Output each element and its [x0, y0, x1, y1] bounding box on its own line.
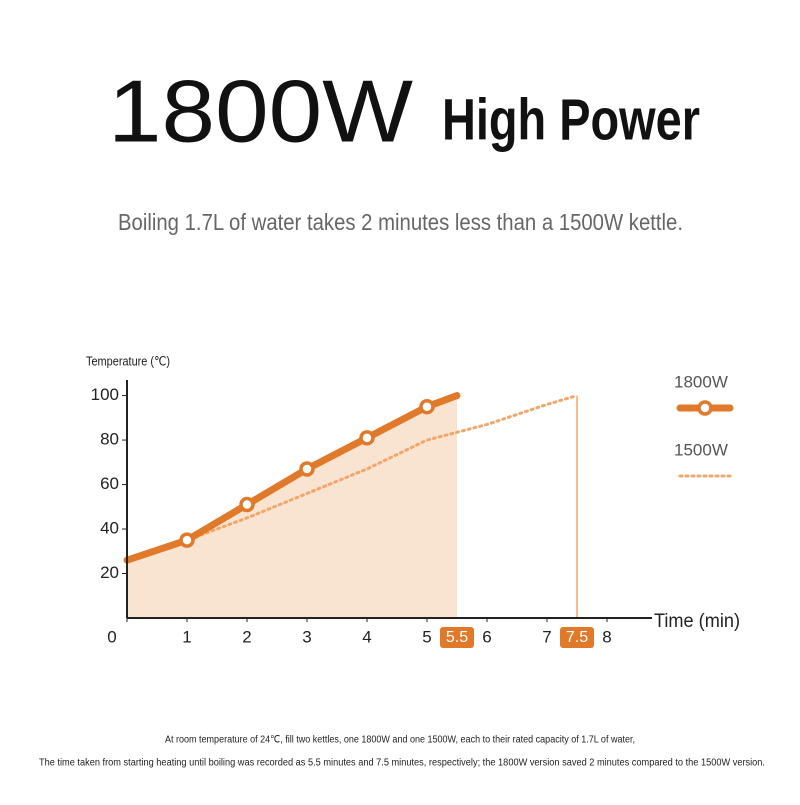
y-tick-label: 20 — [100, 563, 119, 582]
marker — [359, 430, 375, 446]
x-tick-label: 8 — [602, 627, 611, 646]
x-tick-label: 7 — [542, 627, 551, 646]
x-tick-label: 1 — [182, 627, 191, 646]
x-tick-label: 6 — [482, 627, 491, 646]
highlight-label: 7.5 — [566, 629, 588, 646]
marker — [239, 496, 255, 513]
legend-label: 1800W — [674, 372, 728, 391]
highlight-box — [440, 627, 474, 648]
x-axis-label: Time (min) — [654, 611, 740, 632]
y-axis-label: Temperature (℃) — [86, 353, 170, 368]
headline: 1800W — [108, 61, 413, 160]
legend-label: 1500W — [674, 440, 728, 459]
y-tick-label: 40 — [100, 519, 119, 538]
marker — [299, 461, 315, 477]
chart-title: High Power — [442, 87, 700, 152]
note: At room temperature of 24℃, fill two ket… — [165, 735, 635, 746]
x-tick-label: 3 — [302, 627, 311, 646]
subtitle: Boiling 1.7L of water takes 2 minutes le… — [118, 209, 683, 235]
area — [127, 395, 457, 618]
highlight-label: 5.5 — [446, 629, 468, 646]
legend-marker — [697, 400, 713, 416]
y-tick-label: 80 — [100, 430, 119, 449]
marker — [179, 532, 195, 548]
series-line — [125, 394, 579, 562]
x-tick-label: 0 — [107, 627, 116, 646]
x-tick-label: 2 — [242, 627, 251, 646]
y-tick-label: 100 — [91, 385, 119, 404]
note: The time taken from starting heating unt… — [39, 758, 765, 769]
y-tick-label: 60 — [100, 474, 119, 493]
x-tick-label: 5 — [422, 627, 431, 646]
x-tick-label: 4 — [362, 627, 371, 646]
highlight-box — [560, 627, 594, 648]
marker — [419, 398, 435, 415]
